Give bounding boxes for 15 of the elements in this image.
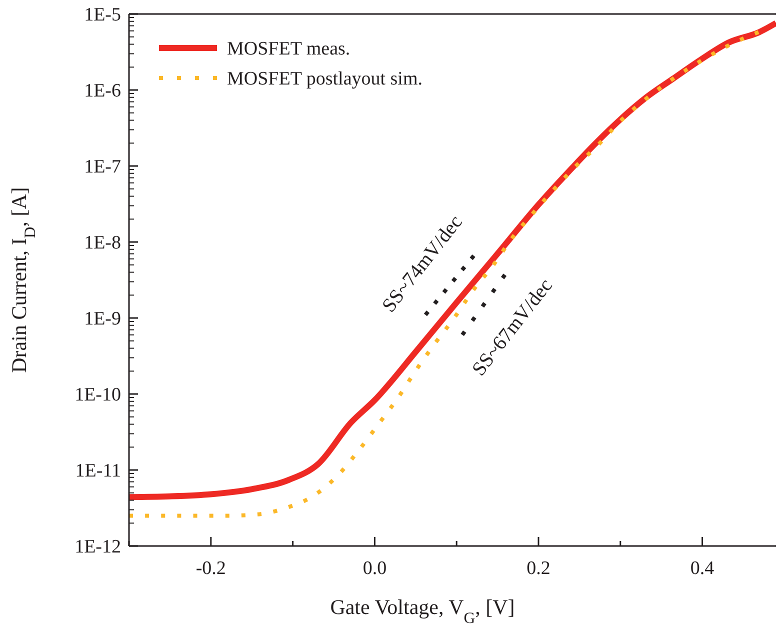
legend-label: MOSFET meas. [227,38,350,60]
x-axis-title: Gate Voltage, V$_{G}$, [V] [330,595,515,626]
y-tick-label: 1E-8 [84,232,121,254]
y-tick-label: 1E-11 [75,460,121,482]
y-tick-label: 1E-12 [74,536,121,558]
x-tick-label: 0.2 [526,558,550,579]
legend-label: MOSFET postlayout sim. [227,68,422,90]
y-tick-label: 1E-10 [74,384,121,406]
y-tick-label: 1E-5 [84,4,121,26]
y-tick-label: 1E-9 [84,308,121,330]
x-tick-label: -0.2 [196,558,226,579]
y-tick-label: 1E-7 [84,156,121,178]
y-tick-label: 1E-6 [84,80,121,102]
x-tick-label: 0.4 [690,558,715,579]
x-tick-label: 0.0 [362,558,387,579]
